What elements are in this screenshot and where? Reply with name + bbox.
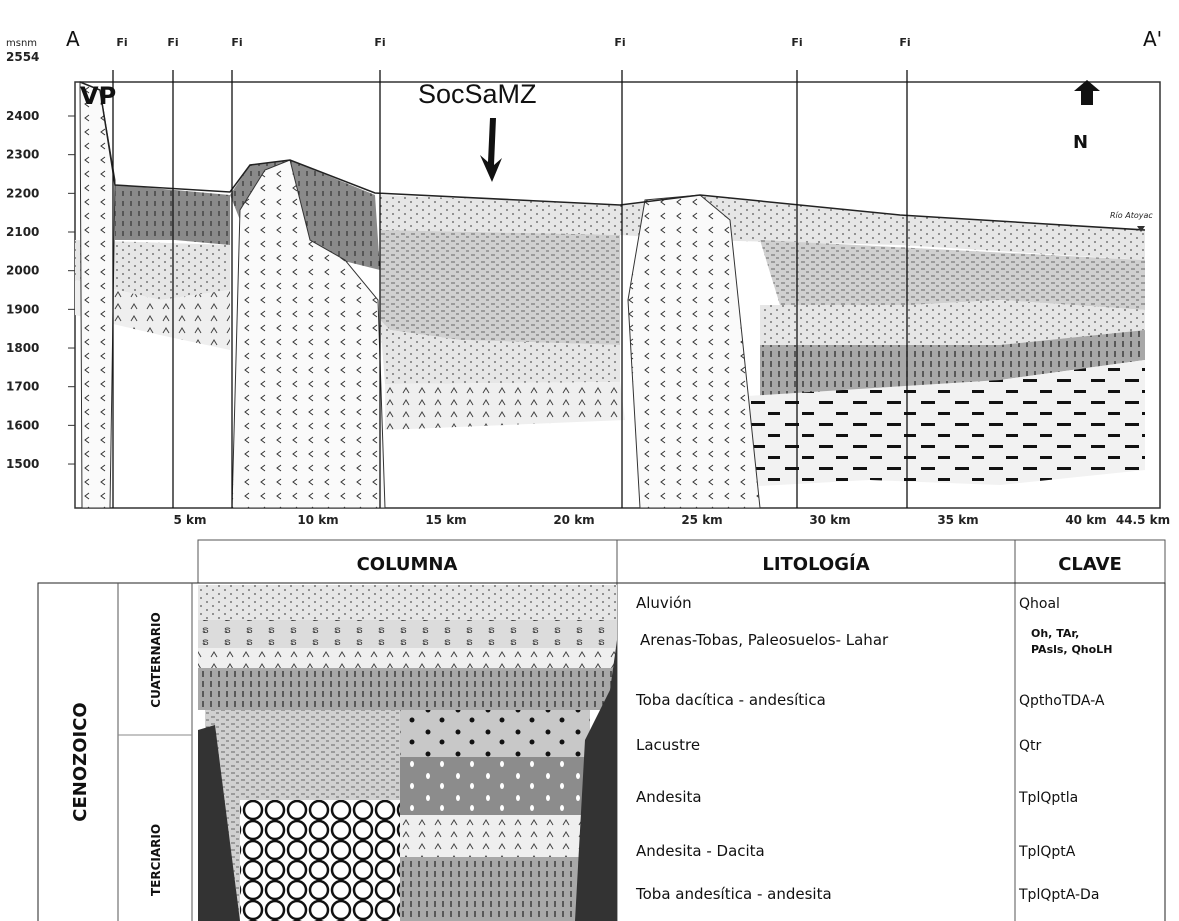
north-arrow	[1074, 80, 1100, 105]
y-tick-label: 1900	[6, 302, 39, 316]
unit-label: msnm	[6, 38, 37, 49]
fault-label: Fi	[791, 36, 802, 49]
legend-table: COLUMNA LITOLOGÍA CLAVE CENOZOICO CUATER…	[37, 539, 1166, 921]
key: TplQptla	[1018, 790, 1078, 806]
river-marker	[1137, 226, 1145, 232]
vp-label: VP	[80, 82, 116, 110]
header: LITOLOGÍA	[762, 553, 869, 575]
x-tick-label: 20 km	[553, 513, 594, 527]
x-tick-label: 30 km	[809, 513, 850, 527]
lithology: Andesita	[636, 788, 702, 806]
fault-label: Fi	[116, 36, 127, 49]
layer-sand	[380, 320, 620, 384]
x-tick-label: 15 km	[425, 513, 466, 527]
layer-lacustre-deep	[685, 360, 1145, 490]
layer-toba-east	[760, 330, 1145, 400]
key: Qtr	[1019, 738, 1042, 754]
end-label: A'	[1143, 27, 1162, 51]
y-tick-label: 1500	[6, 457, 39, 471]
key: Oh, TAr, PAsls, QhoLH	[1031, 627, 1112, 656]
zone-label: SocSaMZ	[418, 79, 537, 109]
header: COLUMNA	[357, 554, 458, 575]
body-frame	[37, 582, 1166, 921]
fault-label: Fi	[374, 36, 385, 49]
y-tick-label: 2100	[6, 225, 39, 239]
col-slab-left	[198, 725, 240, 921]
layer-andesite	[385, 382, 625, 430]
fault-label: Fi	[614, 36, 625, 49]
period-label: TERCIARIO	[149, 824, 163, 896]
x-tick-label: 25 km	[681, 513, 722, 527]
y-tick-label: 2400	[6, 109, 39, 123]
x-tick-label: 40 km	[1065, 513, 1106, 527]
layer-alluvium	[380, 195, 1145, 260]
y-tick-label: 1700	[6, 380, 39, 394]
col-arenas	[198, 620, 617, 648]
key: TplQptA	[1018, 844, 1076, 860]
period-label: CUATERNARIO	[149, 612, 163, 707]
y-tick-label: 2300	[6, 148, 39, 162]
col-slab-right	[575, 640, 617, 921]
header: CLAVE	[1058, 554, 1122, 575]
era-label: CENOZOICO	[70, 702, 91, 821]
col-lahar	[198, 648, 617, 668]
x-tick-label: 35 km	[937, 513, 978, 527]
lithology: Toba andesítica - andesita	[635, 885, 832, 903]
fault-label: Fi	[899, 36, 910, 49]
y-tick-label: 2000	[6, 264, 39, 278]
topography	[79, 81, 1146, 231]
top-label: 2554	[6, 50, 39, 64]
col-conglomerate	[240, 800, 400, 921]
header-row	[197, 539, 1166, 584]
col-toba	[198, 668, 617, 710]
lithology: Arenas-Tobas, Paleosuelos- Lahar	[640, 631, 889, 649]
y-tick-label: 2200	[6, 186, 39, 200]
x-tick-label: 10 km	[297, 513, 338, 527]
col-andesita	[400, 757, 590, 815]
intrusion-central	[231, 159, 386, 509]
x-tick-label: 5 km	[173, 513, 206, 527]
zone-arrow	[480, 118, 502, 182]
key: Qhoal	[1019, 596, 1060, 612]
intrusion-vp	[79, 81, 116, 509]
river-label: Río Atoyac	[1110, 211, 1153, 220]
cross-section: msnm 2554 A A' VP SocSaMZ N Río Atoyac	[6, 27, 1162, 509]
key: TplQptA-Da	[1018, 887, 1099, 903]
col-toba-andesitica	[400, 857, 590, 921]
lithology: Aluvión	[636, 594, 692, 612]
col-aluvion	[198, 585, 617, 620]
lithology: Andesita - Dacita	[636, 842, 765, 860]
start-label: A	[66, 27, 80, 51]
y-tick-label: 1600	[6, 418, 39, 432]
y-tick-label: 1800	[6, 341, 39, 355]
key: QpthoTDA-A	[1019, 693, 1105, 709]
lithology: Lacustre	[636, 736, 700, 754]
north-label: N	[1073, 132, 1088, 153]
col-lacustre-b	[400, 710, 590, 757]
fault-label: Fi	[167, 36, 178, 49]
col-andesita-dacita	[400, 815, 590, 857]
layer-lacustre	[380, 230, 620, 345]
layer-andesite-west	[75, 280, 230, 350]
lithology: Toba dacítica - andesítica	[635, 691, 826, 709]
layer-sand-east	[760, 300, 1145, 345]
layer-lacustre-east	[760, 240, 1145, 310]
fault-label: Fi	[231, 36, 242, 49]
x-tick-label: 44.5 km	[1116, 513, 1170, 527]
